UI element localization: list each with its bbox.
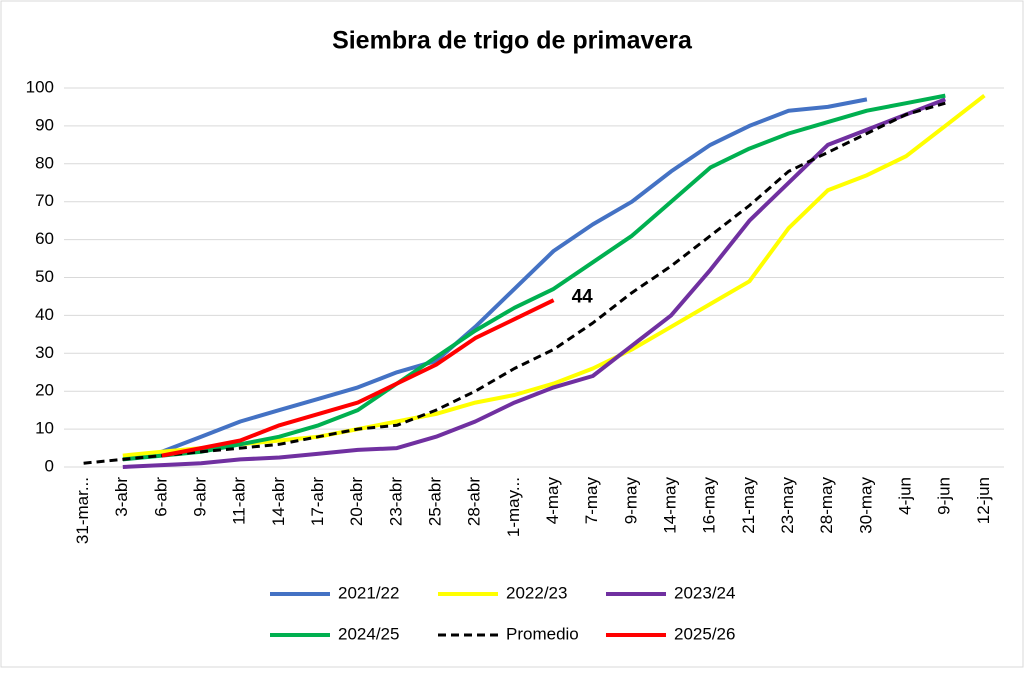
x-tick-label: 11-abr: [230, 477, 249, 525]
data-label: 44: [572, 286, 594, 307]
x-tick-label: 28-abr: [465, 477, 484, 526]
legend-label: 2023/24: [674, 583, 735, 602]
x-tick-label: 4-jun: [896, 477, 915, 515]
y-tick-label: 90: [35, 115, 54, 134]
x-tick-label: 30-may: [856, 477, 875, 534]
x-tick-label: 16-may: [700, 477, 719, 534]
y-tick-label: 70: [35, 191, 54, 210]
x-tick-label: 9-may: [621, 477, 640, 525]
series-line: [161, 298, 555, 458]
x-tick-label: 9-abr: [191, 477, 210, 517]
x-tick-label: 9-jun: [935, 477, 954, 515]
series-line: [122, 93, 946, 462]
series-line: [122, 94, 986, 458]
series-line: [161, 97, 868, 454]
x-tick-label: 14-abr: [269, 477, 288, 526]
legend-label: 2025/26: [674, 624, 735, 643]
y-tick-label: 10: [35, 419, 54, 438]
chart-title: Siembra de trigo de primavera: [332, 27, 693, 55]
y-tick-label: 60: [35, 229, 54, 248]
y-tick-label: 0: [45, 456, 54, 475]
y-tick-label: 80: [35, 153, 54, 172]
x-tick-label: 23-abr: [386, 477, 405, 526]
x-tick-label: 3-abr: [112, 477, 131, 517]
series-line: [83, 101, 946, 465]
legend-label: 2022/23: [506, 583, 567, 602]
y-tick-label: 40: [35, 305, 54, 324]
x-tick-label: 12-jun: [974, 477, 993, 524]
y-tick-label: 50: [35, 267, 54, 286]
x-tick-label: 20-abr: [347, 477, 366, 526]
x-tick-label: 14-may: [661, 477, 680, 534]
legend-label: 2024/25: [338, 624, 399, 643]
x-tick-label: 31-mar...: [73, 477, 92, 544]
x-tick-label: 4-may: [543, 477, 562, 525]
x-tick-label: 25-abr: [426, 477, 445, 526]
x-tick-label: 6-abr: [151, 477, 170, 517]
x-tick-label: 7-may: [582, 477, 601, 525]
x-tick-label: 1-may...: [504, 477, 523, 537]
legend-label: 2021/22: [338, 583, 399, 602]
x-tick-label: 23-may: [778, 477, 797, 534]
x-tick-label: 17-abr: [308, 477, 327, 526]
y-tick-label: 20: [35, 381, 54, 400]
x-tick-label: 21-may: [739, 477, 758, 534]
x-tick-label: 28-may: [817, 477, 836, 534]
legend-label: Promedio: [506, 624, 579, 643]
y-tick-label: 30: [35, 343, 54, 362]
series-line: [122, 97, 947, 469]
y-tick-label: 100: [26, 77, 54, 96]
